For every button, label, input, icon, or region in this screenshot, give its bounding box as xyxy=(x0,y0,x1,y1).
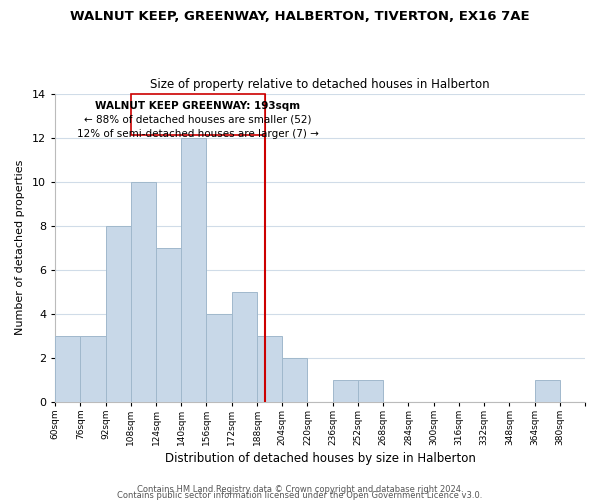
Bar xyxy=(282,358,307,402)
FancyBboxPatch shape xyxy=(131,94,265,136)
X-axis label: Distribution of detached houses by size in Halberton: Distribution of detached houses by size … xyxy=(164,452,475,465)
Bar xyxy=(106,226,131,402)
Bar xyxy=(206,314,232,402)
Bar xyxy=(232,292,257,402)
Bar xyxy=(535,380,560,402)
Bar xyxy=(332,380,358,402)
Bar xyxy=(358,380,383,402)
Bar xyxy=(131,182,156,402)
Bar xyxy=(55,336,80,402)
Bar xyxy=(257,336,282,402)
Bar xyxy=(80,336,106,402)
Text: Contains public sector information licensed under the Open Government Licence v3: Contains public sector information licen… xyxy=(118,490,482,500)
Bar xyxy=(181,138,206,402)
Text: ← 88% of detached houses are smaller (52): ← 88% of detached houses are smaller (52… xyxy=(84,115,311,125)
Y-axis label: Number of detached properties: Number of detached properties xyxy=(15,160,25,336)
Text: WALNUT KEEP GREENWAY: 193sqm: WALNUT KEEP GREENWAY: 193sqm xyxy=(95,100,301,110)
Title: Size of property relative to detached houses in Halberton: Size of property relative to detached ho… xyxy=(150,78,490,91)
Text: Contains HM Land Registry data © Crown copyright and database right 2024.: Contains HM Land Registry data © Crown c… xyxy=(137,484,463,494)
Text: WALNUT KEEP, GREENWAY, HALBERTON, TIVERTON, EX16 7AE: WALNUT KEEP, GREENWAY, HALBERTON, TIVERT… xyxy=(70,10,530,23)
Bar xyxy=(156,248,181,402)
Text: 12% of semi-detached houses are larger (7) →: 12% of semi-detached houses are larger (… xyxy=(77,130,319,140)
